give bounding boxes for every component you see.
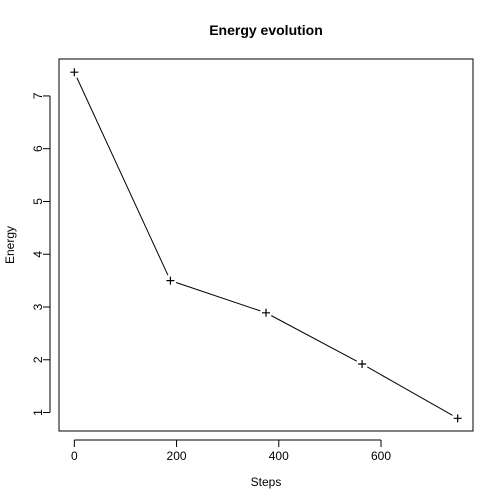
series-line-segment [367,366,453,416]
x-axis-label: Steps [251,475,282,489]
y-tick-label: 7 [31,92,45,99]
x-tick-label: 0 [71,449,78,463]
series-line-segment [76,77,169,276]
data-point-marker [453,414,462,423]
data-point-marker [166,276,175,285]
x-axis: 0 200 400 600 [71,439,391,463]
y-tick-label: 5 [31,198,45,205]
y-tick-label: 4 [31,251,45,258]
x-tick-label: 200 [167,449,187,463]
chart-title: Energy evolution [209,22,323,38]
y-tick-label: 6 [31,145,45,152]
x-tick-label: 600 [371,449,391,463]
energy-series [70,68,462,423]
y-tick-label: 2 [31,356,45,363]
data-point-marker [358,359,367,368]
series-line-segment [175,282,261,312]
y-tick-label: 3 [31,303,45,310]
y-tick-label: 1 [31,409,45,416]
y-axis-label: Energy [3,226,17,264]
x-tick-label: 400 [269,449,289,463]
plot-frame [58,58,474,432]
y-axis: 1 2 3 4 5 6 7 [31,92,51,416]
data-point-marker [70,68,79,77]
series-line-segment [271,315,358,362]
data-point-marker [262,308,270,317]
